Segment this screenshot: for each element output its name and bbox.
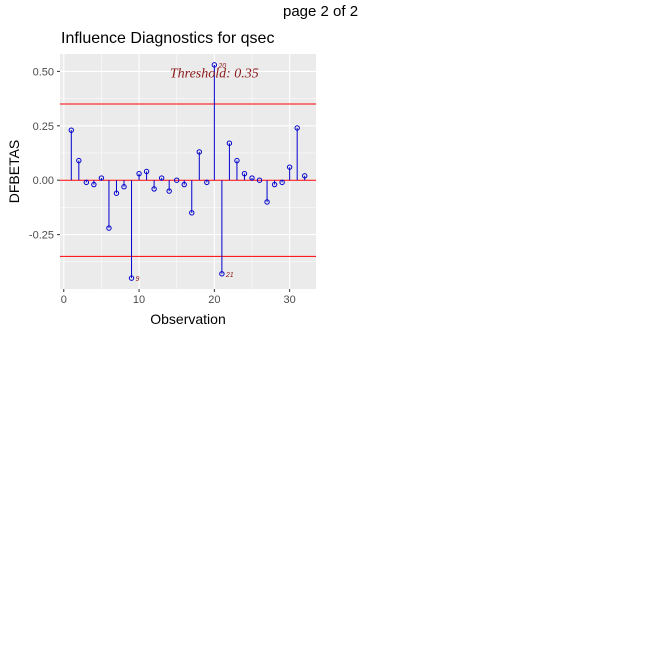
outlier-label: 21	[225, 272, 234, 279]
x-tick-label: 30	[284, 294, 296, 306]
data-point	[158, 175, 165, 181]
data-point	[189, 210, 195, 216]
outlier-labels: 9 20 21	[136, 63, 234, 283]
data-point	[302, 173, 308, 179]
chart-title: Influence Diagnostics for qsec	[61, 30, 274, 47]
y-axis-label: DFBETAS	[6, 140, 22, 204]
data-point	[256, 177, 263, 183]
data-point	[83, 179, 90, 186]
data-point	[241, 170, 248, 177]
y-axis: -0.25 0.00 0.25 0.50	[29, 66, 60, 242]
data-point	[211, 62, 218, 68]
data-point	[151, 186, 157, 192]
data-point	[91, 181, 97, 188]
data-point	[113, 190, 120, 196]
page-indicator: page 2 of 2	[283, 3, 359, 20]
data-point	[196, 149, 202, 155]
y-tick-label: 0.00	[33, 175, 54, 187]
data-point	[68, 127, 74, 133]
data-point	[234, 157, 240, 164]
x-axis: 0 10 20 30	[61, 289, 296, 306]
points	[68, 62, 308, 281]
data-point	[121, 184, 127, 190]
data-point	[279, 179, 285, 186]
x-axis-label: Observation	[150, 311, 225, 327]
data-point	[226, 140, 233, 146]
x-tick-label: 10	[133, 294, 145, 306]
y-tick-label: -0.25	[29, 230, 54, 242]
data-point	[294, 125, 300, 131]
outlier-label: 9	[136, 276, 140, 283]
x-tick-label: 0	[61, 294, 67, 306]
y-tick-label: 0.25	[33, 121, 54, 133]
data-point	[143, 168, 150, 175]
grid-minor	[60, 54, 316, 289]
x-tick-label: 20	[208, 294, 220, 306]
data-point	[76, 157, 82, 164]
data-point	[166, 188, 172, 194]
data-point	[136, 170, 142, 177]
stems	[70, 64, 306, 279]
data-point	[264, 199, 270, 205]
y-tick-label: 0.50	[33, 66, 54, 78]
data-point	[219, 271, 225, 277]
data-point	[128, 275, 135, 281]
data-point	[174, 177, 180, 183]
data-point	[181, 181, 187, 188]
plot-panel	[60, 54, 316, 289]
outlier-label: 20	[217, 63, 226, 70]
data-point	[286, 164, 293, 170]
data-point	[271, 181, 278, 188]
threshold-label: Threshold: 0.35	[170, 67, 259, 82]
data-point	[249, 175, 255, 181]
data-point	[204, 179, 210, 186]
data-point	[106, 225, 112, 231]
data-point	[98, 175, 105, 181]
